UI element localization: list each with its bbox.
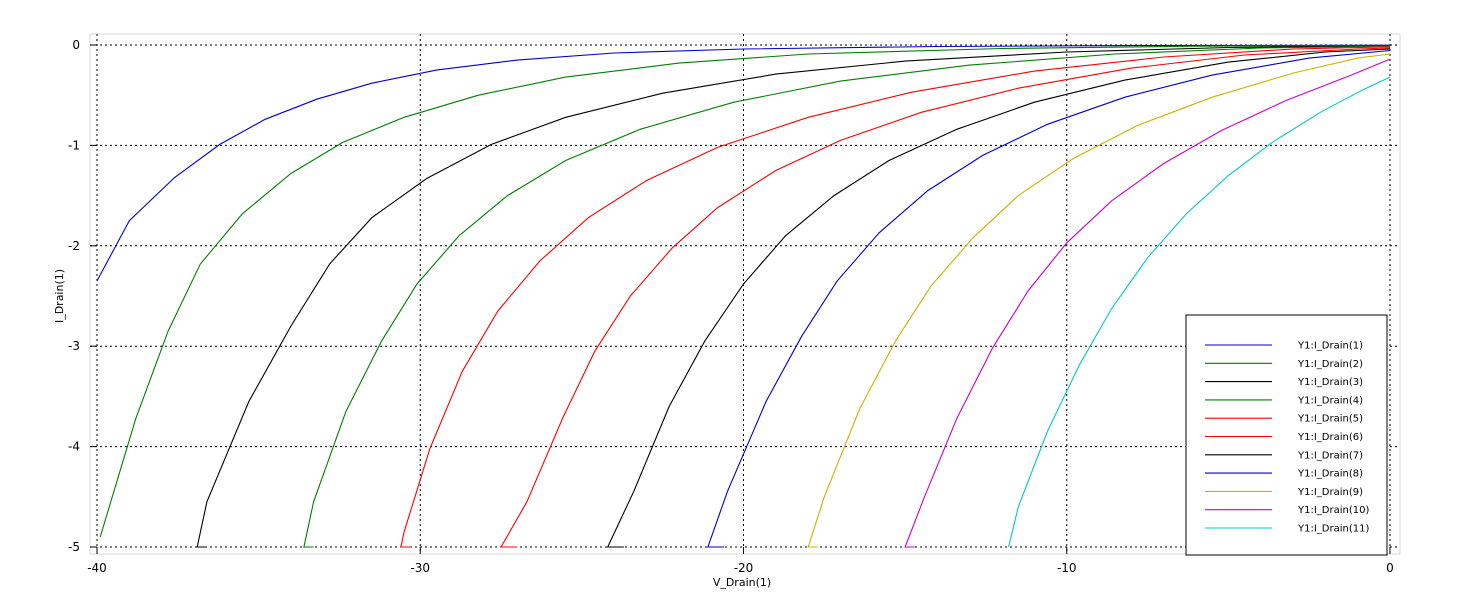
- legend-label-11: Y1:I_Drain(11): [1297, 524, 1369, 535]
- x-tick-label: -40: [87, 561, 107, 575]
- legend-label-6: Y1:I_Drain(6): [1297, 432, 1363, 443]
- plot-frame: [89, 33, 1401, 555]
- y-tick-label: -3: [68, 339, 80, 353]
- legend-label-9: Y1:I_Drain(9): [1297, 487, 1363, 498]
- x-tick-label: -20: [734, 561, 754, 575]
- series-line-9: [807, 53, 1391, 548]
- y-axis-title: I_Drain(1): [53, 269, 66, 323]
- y-tick-label: -1: [68, 138, 80, 152]
- legend-label-2: Y1:I_Drain(2): [1297, 359, 1363, 370]
- legend-label-5: Y1:I_Drain(5): [1297, 414, 1363, 425]
- series-line-5: [400, 46, 1391, 548]
- legend-label-4: Y1:I_Drain(4): [1297, 395, 1363, 406]
- legend-box: [1185, 314, 1388, 556]
- legend-label-8: Y1:I_Drain(8): [1297, 469, 1363, 480]
- series-line-4: [303, 45, 1391, 548]
- legend-label-10: Y1:I_Drain(10): [1297, 505, 1369, 516]
- y-tick-label: 0: [72, 38, 80, 52]
- series-line-3: [196, 45, 1391, 548]
- x-tick-labels: -40 -30 -20 -10 0: [87, 547, 1394, 575]
- y-tick-label: -2: [68, 239, 80, 253]
- x-axis-title: V_Drain(1): [713, 576, 771, 589]
- y-tick-labels: 0 -1 -2 -3 -4 -5: [68, 38, 97, 554]
- series-line-2: [99, 44, 1391, 538]
- legend-label-1: Y1:I_Drain(1): [1297, 341, 1363, 352]
- y-tick-label: -4: [68, 440, 80, 454]
- legend: Y1:I_Drain(1) Y1:I_Drain(2) Y1:I_Drain(3) Y…: [1185, 314, 1388, 556]
- y-tick-label: -5: [68, 540, 80, 554]
- series-line-7: [606, 48, 1391, 548]
- series-line-1: [96, 44, 1391, 282]
- grid-lines: [90, 34, 1400, 554]
- series-line-6: [500, 47, 1391, 548]
- legend-label-3: Y1:I_Drain(3): [1297, 377, 1363, 388]
- legend-label-7: Y1:I_Drain(7): [1297, 450, 1363, 461]
- x-tick-label: 0: [1386, 561, 1394, 575]
- x-tick-label: -30: [410, 561, 430, 575]
- series-lines: [96, 44, 1391, 548]
- series-line-10: [904, 58, 1391, 548]
- series-line-8: [707, 49, 1391, 548]
- series-line-11: [1008, 76, 1391, 548]
- x-tick-label: -10: [1057, 561, 1077, 575]
